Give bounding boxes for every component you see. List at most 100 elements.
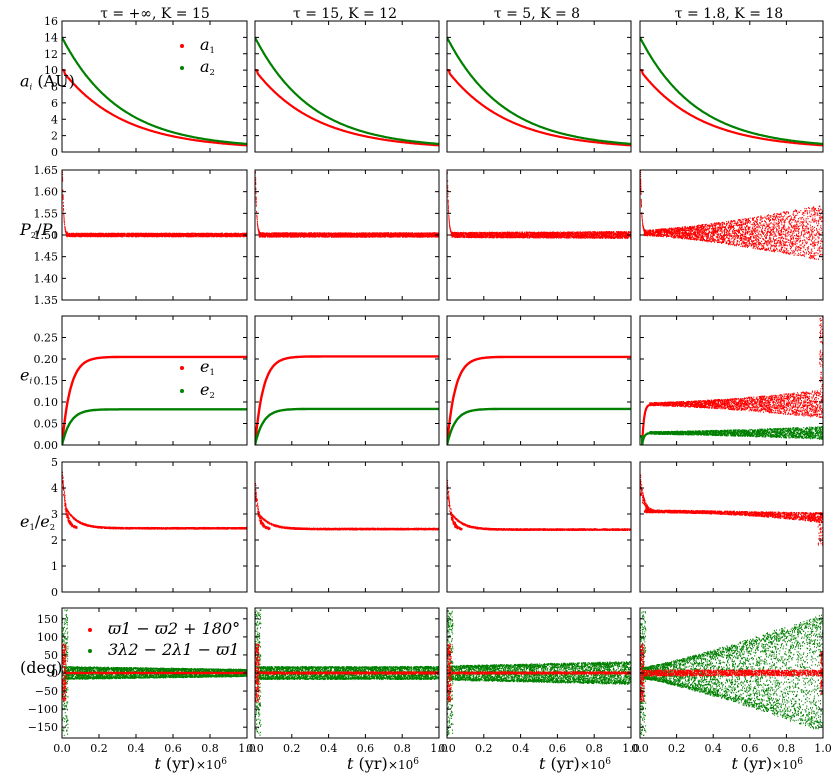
y-tick-label: 0.25: [34, 332, 59, 345]
x-tick-label: 1.0: [814, 742, 831, 755]
column-title-4: τ = 1.8, K = 18: [675, 6, 783, 22]
y-tick-label: 6: [51, 97, 58, 110]
angle-series-3: [447, 610, 631, 736]
x-tick-label: 0.0: [53, 742, 71, 755]
x-tick-label: 0.8: [201, 742, 219, 755]
x-multiplier: ×106: [580, 757, 611, 772]
ticks: [446, 608, 632, 738]
line-a1: [640, 69, 823, 147]
line-e2: [640, 432, 651, 445]
ticks: [639, 608, 824, 738]
y-tick-label: 2: [51, 534, 58, 547]
undefined: t (yr): [347, 754, 388, 773]
ticks: [446, 169, 632, 301]
panel-P-3: [446, 169, 632, 301]
panel-frame: [639, 315, 824, 446]
undefined: t (yr): [155, 754, 196, 773]
panel-frame: [446, 315, 632, 446]
ticks: [639, 461, 824, 593]
panel-a-3: [446, 20, 632, 153]
column-title-2: τ = 15, K = 12: [293, 6, 397, 22]
points-e1-e2: [447, 479, 631, 532]
ticks: [446, 20, 632, 153]
line-e1: [447, 355, 631, 445]
y-tick-label: 4: [51, 482, 58, 495]
x-tick-label: 0.6: [549, 742, 567, 755]
true: ei: [20, 366, 32, 387]
e-series-1: [62, 355, 247, 445]
column-title-1: τ = +∞, K = 15: [100, 6, 210, 22]
y-tick-label: 16: [44, 15, 58, 28]
true: P2/P1: [19, 220, 58, 241]
ratio-series-3: [447, 479, 631, 532]
x-multiplier: ×106: [196, 757, 227, 772]
line-a2: [255, 36, 439, 145]
panel-frame: [639, 461, 824, 593]
x-tick-label: 0.6: [741, 742, 759, 755]
points-e1-e2: [62, 471, 247, 530]
undefined: 3λ2 − 2λ1 − ϖ1: [108, 640, 239, 659]
x-tick-label: 0.4: [127, 742, 145, 755]
points-apse-angle: [255, 643, 439, 703]
P-series-1: [62, 170, 247, 238]
P-series-2: [255, 171, 439, 238]
ticks: [61, 316, 248, 446]
ticks: [254, 316, 440, 446]
line-e1: [62, 355, 247, 445]
ticks: [639, 20, 824, 153]
legend-a1-marker: [180, 44, 184, 48]
column-titles: τ = +∞, K = 15 τ = 15, K = 12 τ = 5, K =…: [100, 6, 783, 22]
undefined: a2: [200, 57, 215, 78]
a-series-2: [255, 36, 439, 147]
a-series-3: [447, 36, 631, 147]
points-e2: [649, 425, 823, 440]
y-tick-label: 1.65: [34, 164, 59, 177]
line-e2: [62, 408, 247, 445]
a-series-4: [640, 36, 823, 147]
undefined: ϖ1 − ϖ2 + 180°: [108, 619, 240, 638]
y-tick-label: 1.50: [34, 229, 59, 242]
points-apse-angle: [447, 643, 631, 703]
ticks: [254, 169, 440, 301]
true: ai (AU): [20, 72, 75, 93]
x-tick-label: 1.0: [622, 742, 640, 755]
y-tick-label: 2: [51, 130, 58, 143]
y-tick-label: 50: [44, 649, 58, 662]
panel-e-4: [639, 315, 824, 446]
panel-ratio-4: [639, 461, 824, 593]
y-tick-label: 1.60: [34, 186, 59, 199]
a-series-1: [62, 36, 247, 147]
points-P2-P1: [255, 171, 439, 238]
undefined: e1: [200, 357, 215, 378]
points-apse-angle: [640, 643, 823, 703]
column-title-3: τ = 5, K = 8: [494, 6, 580, 22]
line-a1: [62, 69, 247, 147]
y-tick-label: 0.05: [34, 418, 59, 431]
panel-frame: [446, 461, 632, 593]
x-tick-label: 0.0: [438, 742, 456, 755]
y-tick-label: 0.15: [34, 375, 59, 388]
ticks: [254, 20, 440, 153]
y-tick-label: −100: [28, 703, 58, 716]
panel-P-2: [254, 169, 440, 301]
e-series-4: [640, 316, 823, 445]
legend-apse-marker: [88, 628, 92, 632]
ticks: [639, 169, 824, 301]
x-tick-label: 0.0: [631, 742, 649, 755]
ticks: [61, 169, 248, 301]
x-tick-label: 1.0: [238, 742, 256, 755]
ticks: [639, 316, 824, 446]
x-tick-label: 1.0: [430, 742, 448, 755]
panel-ratio-3: [446, 461, 632, 593]
panel-a-1: [61, 20, 248, 153]
undefined: t (yr): [539, 754, 580, 773]
points-e1: [649, 316, 823, 419]
line-a1: [447, 69, 631, 147]
y-tick-label: −50: [35, 685, 58, 698]
ratio-series-4: [640, 474, 823, 546]
y-tick-label: 0.10: [34, 396, 59, 409]
y-tick-label: 100: [37, 631, 58, 644]
legend-a2-marker: [180, 66, 184, 70]
